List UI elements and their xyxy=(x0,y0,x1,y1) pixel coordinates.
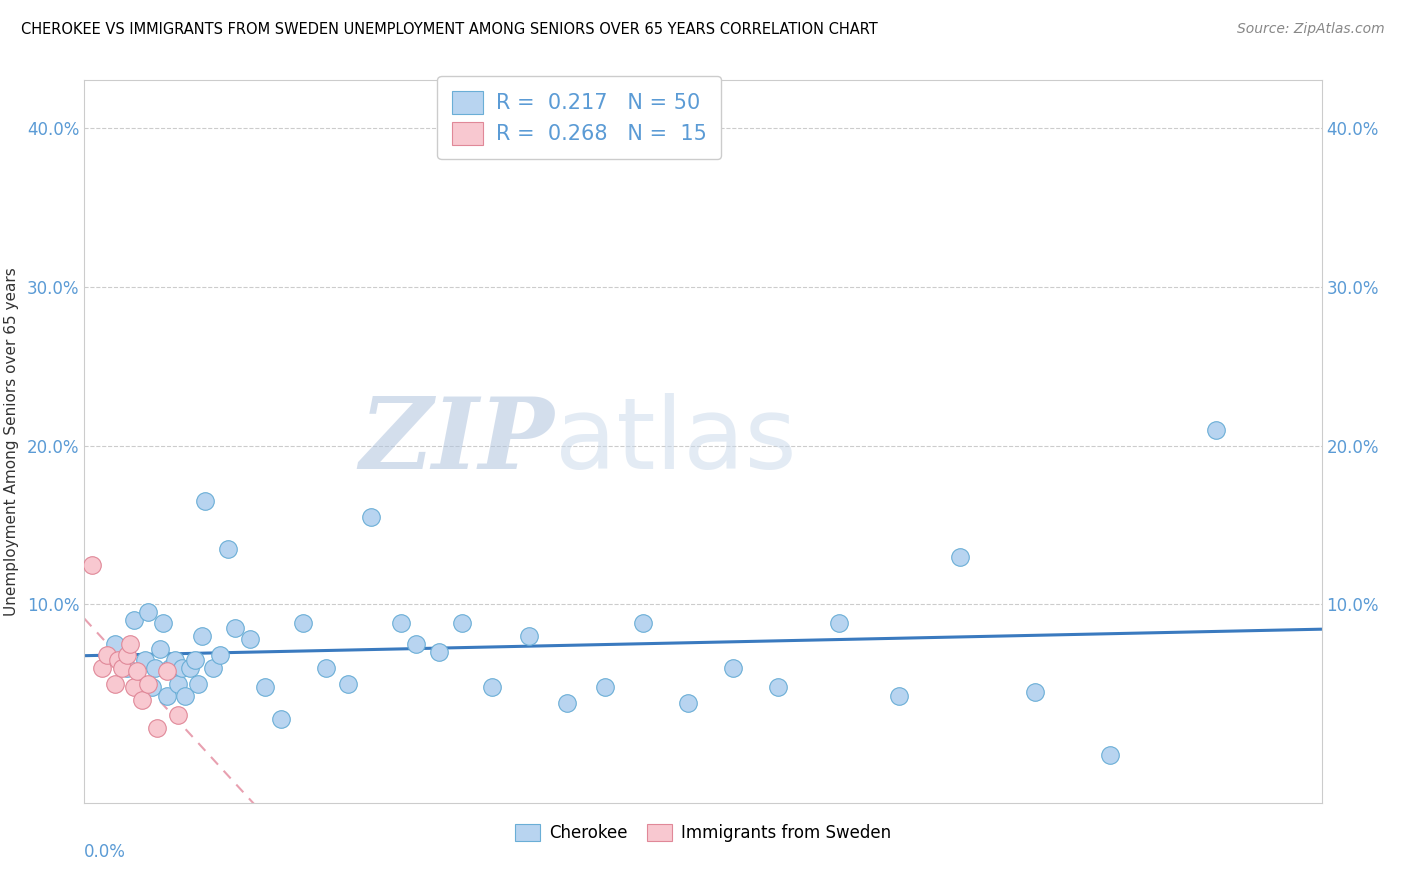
Text: atlas: atlas xyxy=(554,393,796,490)
Point xyxy=(141,680,163,694)
Point xyxy=(96,648,118,662)
Point xyxy=(131,692,153,706)
Point xyxy=(201,661,224,675)
Point xyxy=(427,645,450,659)
Point xyxy=(337,676,360,690)
Point xyxy=(1205,423,1227,437)
Point xyxy=(676,696,699,710)
Point xyxy=(115,648,138,662)
Point xyxy=(146,721,169,735)
Point xyxy=(519,629,541,643)
Point xyxy=(143,661,166,675)
Text: ZIP: ZIP xyxy=(360,393,554,490)
Point xyxy=(183,653,205,667)
Point xyxy=(209,648,232,662)
Point xyxy=(111,661,134,675)
Point xyxy=(217,541,239,556)
Text: Source: ZipAtlas.com: Source: ZipAtlas.com xyxy=(1237,22,1385,37)
Point xyxy=(179,661,201,675)
Point xyxy=(948,549,970,564)
Point xyxy=(131,676,153,690)
Point xyxy=(768,680,790,694)
Point xyxy=(152,616,174,631)
Point xyxy=(136,676,159,690)
Point xyxy=(167,676,190,690)
Point xyxy=(631,616,654,631)
Point xyxy=(156,690,179,704)
Text: 0.0%: 0.0% xyxy=(84,843,127,861)
Point xyxy=(156,664,179,678)
Point xyxy=(186,676,208,690)
Point xyxy=(828,616,851,631)
Point xyxy=(254,680,277,694)
Legend: Cherokee, Immigrants from Sweden: Cherokee, Immigrants from Sweden xyxy=(509,817,897,848)
Point xyxy=(389,616,412,631)
Point xyxy=(405,637,427,651)
Point xyxy=(127,664,149,678)
Text: CHEROKEE VS IMMIGRANTS FROM SWEDEN UNEMPLOYMENT AMONG SENIORS OVER 65 YEARS CORR: CHEROKEE VS IMMIGRANTS FROM SWEDEN UNEMP… xyxy=(21,22,877,37)
Point xyxy=(191,629,214,643)
Point xyxy=(1024,684,1046,698)
Point xyxy=(315,661,337,675)
Point xyxy=(122,613,145,627)
Point xyxy=(149,641,172,656)
Point xyxy=(555,696,578,710)
Point xyxy=(91,661,114,675)
Point xyxy=(889,690,911,704)
Point xyxy=(103,637,125,651)
Point xyxy=(292,616,315,631)
Point xyxy=(172,661,194,675)
Point xyxy=(107,653,129,667)
Point xyxy=(721,661,744,675)
Point xyxy=(1099,748,1122,763)
Point xyxy=(270,712,292,726)
Point xyxy=(593,680,616,694)
Y-axis label: Unemployment Among Seniors over 65 years: Unemployment Among Seniors over 65 years xyxy=(4,268,18,615)
Point xyxy=(163,653,186,667)
Point xyxy=(103,676,125,690)
Point xyxy=(159,661,181,675)
Point xyxy=(80,558,103,572)
Point xyxy=(194,494,217,508)
Point xyxy=(134,653,156,667)
Point xyxy=(167,708,190,723)
Point xyxy=(239,632,262,647)
Point xyxy=(360,510,382,524)
Point xyxy=(118,637,141,651)
Point xyxy=(450,616,472,631)
Point xyxy=(224,621,246,635)
Point xyxy=(115,661,138,675)
Point xyxy=(174,690,197,704)
Point xyxy=(136,605,159,619)
Point xyxy=(122,680,145,694)
Point xyxy=(481,680,503,694)
